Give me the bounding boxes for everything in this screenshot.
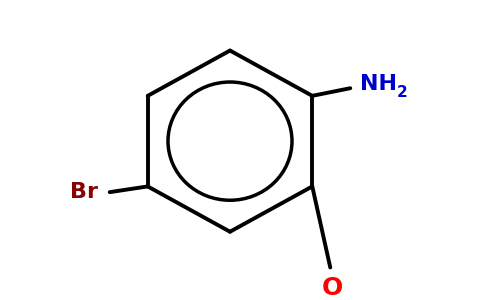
Text: O: O <box>322 277 343 300</box>
Text: Br: Br <box>70 182 98 202</box>
Text: 2: 2 <box>397 85 408 100</box>
Text: NH: NH <box>360 74 397 94</box>
